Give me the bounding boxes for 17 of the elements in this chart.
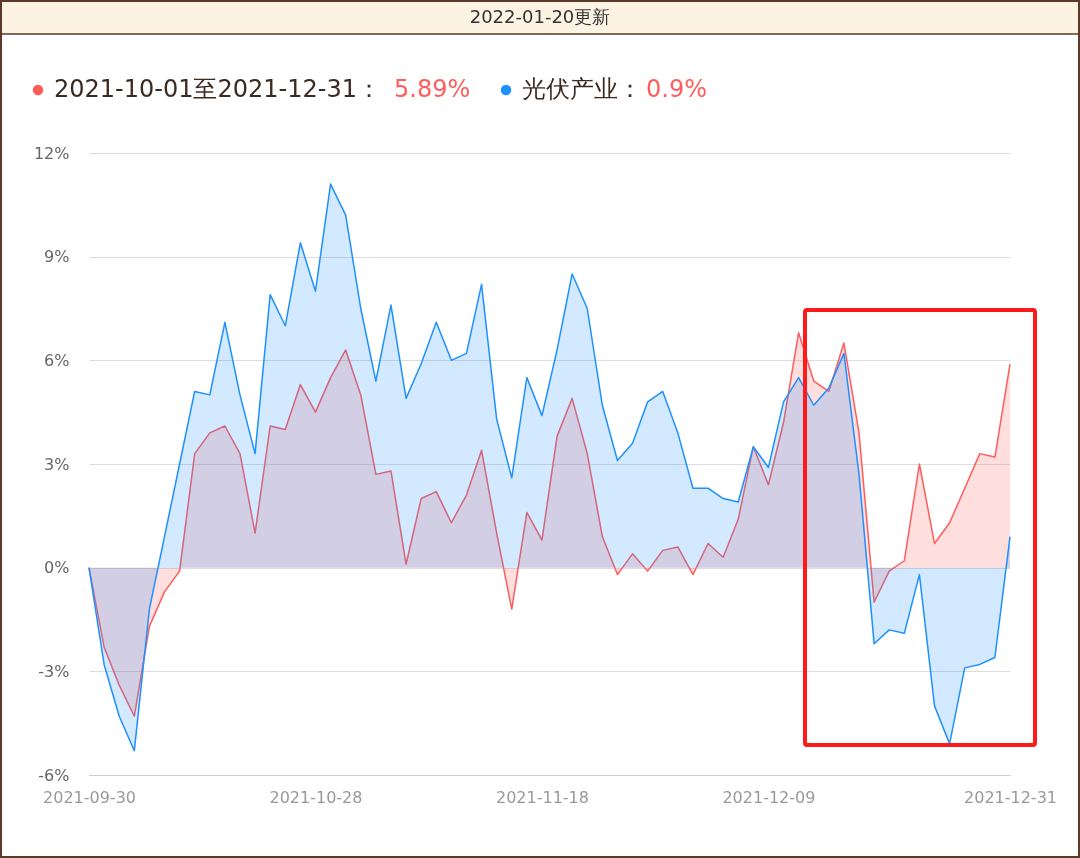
x-tick-label: 2021-09-30 [43, 787, 136, 807]
y-tick-label: 0% [44, 558, 70, 578]
legend-label: 2021-10-01至2021-12-31： [54, 75, 381, 103]
x-tick-label: 2021-11-18 [495, 787, 589, 807]
text: 5.89% [394, 75, 471, 103]
y-tick-label: 12% [33, 143, 70, 163]
y-tick-label: 3% [44, 454, 70, 474]
y-tick-label: 6% [44, 350, 70, 370]
y-tick-label: 9% [44, 247, 70, 267]
x-tick-label: 2021-12-09 [722, 787, 816, 807]
chart-title: 2022-01-20更新 [469, 6, 611, 27]
y-tick-label: -6% [38, 765, 70, 785]
x-tick-label: 2021-12-31 [964, 787, 1057, 807]
text: 0.9% [646, 75, 707, 103]
y-tick-label: -3% [38, 661, 70, 681]
legend-label: 光伏产业： [522, 75, 642, 103]
x-tick-label: 2021-10-28 [269, 787, 363, 807]
